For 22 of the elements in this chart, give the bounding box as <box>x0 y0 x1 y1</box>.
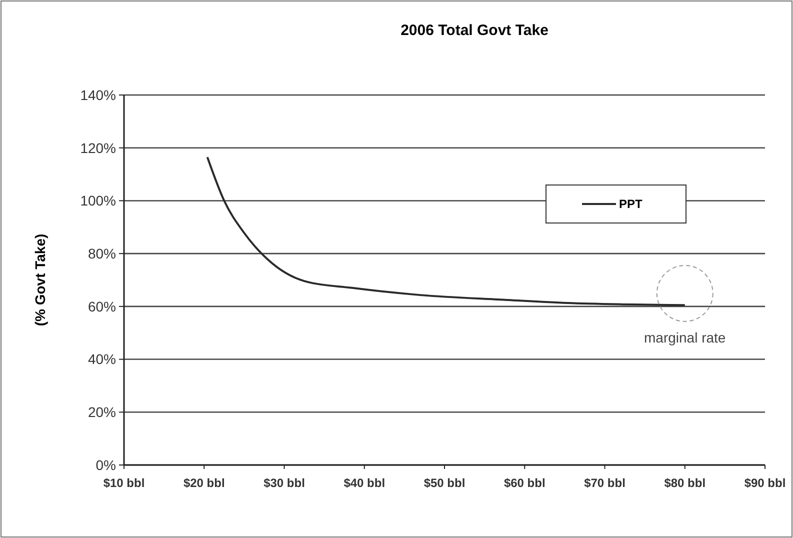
line-series <box>206 156 686 306</box>
x-tick-label: $60 bbl <box>504 476 546 490</box>
y-tick-label: 40% <box>88 351 116 368</box>
legend-label: PPT <box>619 197 644 212</box>
y-tick-label: 140% <box>80 86 116 103</box>
y-tick-label: 0% <box>96 456 116 473</box>
chart-title: 2006 Total Govt Take <box>400 22 548 39</box>
y-tick-label: 60% <box>88 298 116 314</box>
x-tick-label: $80 bbl <box>664 476 706 490</box>
annotation: marginal rate <box>644 329 726 346</box>
y-tick-label: 120% <box>80 140 116 156</box>
y-tick-label: 20% <box>88 404 116 420</box>
y-axis-title: (% Govt Take) <box>32 234 48 326</box>
y-tick-label: 80% <box>88 245 116 262</box>
x-tick-label: $10 bbl <box>103 476 145 490</box>
x-tick-label: $50 bbl <box>424 476 466 490</box>
x-tick-label: $30 bbl <box>264 476 305 490</box>
x-tick-label: $20 bbl <box>183 476 225 490</box>
x-tick-label: $70 bbl <box>584 476 626 490</box>
x-tick-label: $40 bbl <box>344 476 386 490</box>
y-tick-label: 100% <box>80 192 116 209</box>
x-tick-label: $90 bbl <box>744 476 786 490</box>
